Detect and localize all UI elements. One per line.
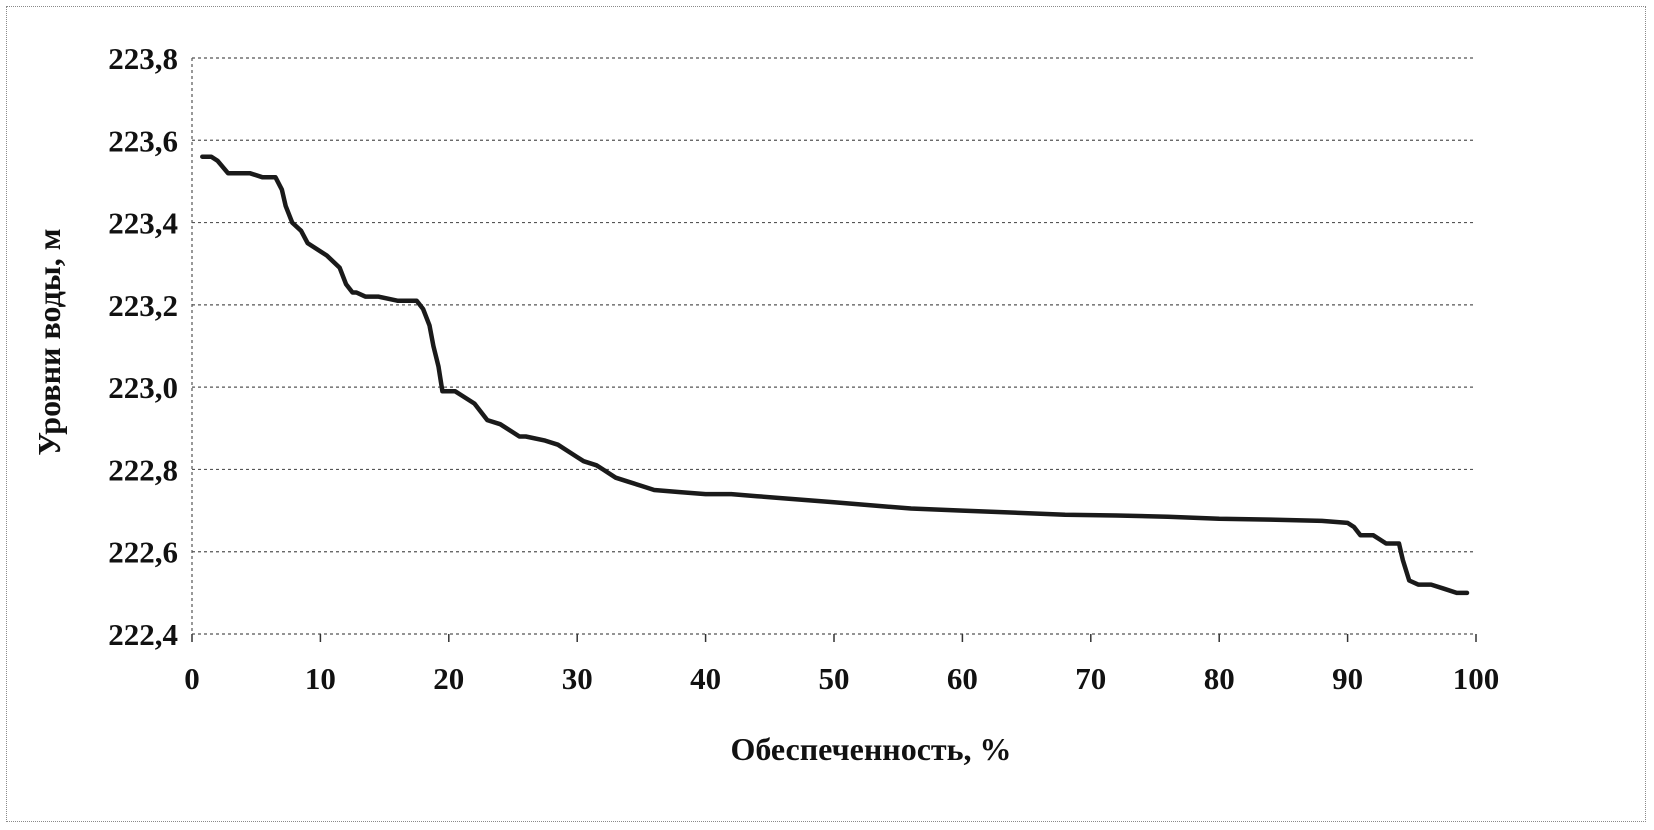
y-tick-label: 223,2 [108,288,178,323]
x-tick-label: 60 [947,661,978,696]
series-layer [200,154,1470,596]
y-tick-label: 222,6 [108,535,178,570]
y-tick-label: 222,4 [108,617,178,652]
x-axis-ticks: 0 10 20 30 40 50 60 70 80 90 100 [184,634,1499,696]
gridlines [191,57,1476,635]
x-tick-label: 80 [1204,661,1235,696]
y-axis-title: Уровни воды, м [31,228,67,455]
x-tick-label: 100 [1453,661,1500,696]
y-tick-label: 222,8 [108,452,178,487]
x-tick-label: 70 [1075,661,1106,696]
x-tick-label: 50 [819,661,850,696]
y-tick-label: 223,8 [108,41,178,76]
x-tick-label: 0 [184,661,200,696]
x-tick-label: 30 [562,661,593,696]
x-tick-label: 10 [305,661,336,696]
x-axis-title: Обеспеченность, % [730,731,1011,767]
y-axis-ticks: 222,4 222,6 222,8 223,0 223,2 223,4 223,6 223,8 [108,41,178,652]
x-tick-label: 40 [690,661,721,696]
series-line [200,154,1470,596]
y-tick-label: 223,4 [108,206,178,241]
chart-frame [6,6,1646,822]
y-tick-label: 223,0 [108,370,178,405]
x-tick-label: 20 [433,661,464,696]
x-tick-label: 90 [1332,661,1363,696]
y-tick-label: 223,6 [108,123,178,158]
